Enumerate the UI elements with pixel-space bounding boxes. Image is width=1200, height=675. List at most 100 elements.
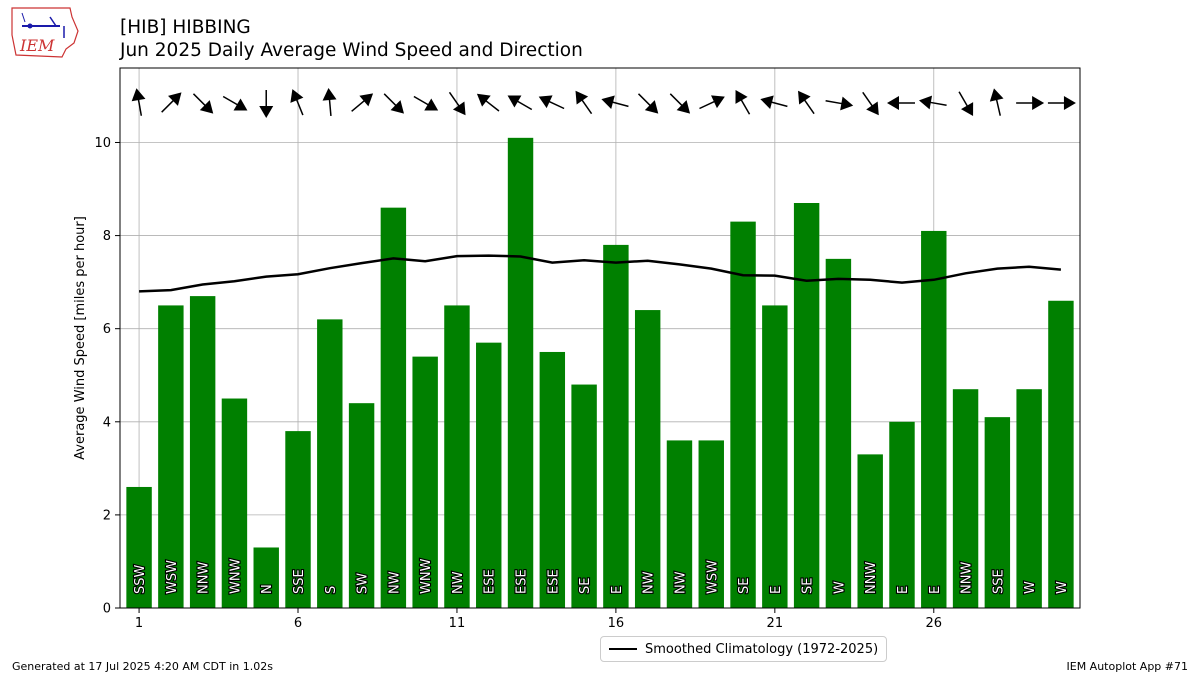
x-tick-label: 1 [135,616,143,631]
wind-arrow-day-21 [760,95,788,109]
wind-arrow-shaft [328,98,332,117]
direction-label-day-20: SE [737,578,752,594]
bar-day-20 [730,221,756,608]
wind-arrow-shaft [929,101,947,106]
bar-day-4 [221,398,248,608]
direction-label-day-9: NW [387,571,402,594]
direction-label-day-15: SE [578,578,593,594]
wind-arrow-day-4 [222,95,248,111]
bars [126,137,1074,609]
wind-arrow-shaft [740,99,751,115]
direction-label-day-17: NW [642,571,657,594]
direction-label-day-3: NNW [197,562,212,594]
legend-label: Smoothed Climatology (1972-2025) [645,641,879,657]
direction-label-day-14: ESE [546,569,561,594]
wind-arrow-head [290,89,304,103]
bar-day-6 [285,431,311,608]
wind-arrow-head [476,93,491,107]
direction-label-day-26: E [928,586,943,594]
wind-arrow-head [961,102,974,116]
direction-label-day-27: NNW [960,562,975,594]
wind-arrow-head [131,88,146,102]
y-tick-label: 2 [103,508,111,523]
bar-day-19 [698,440,724,608]
direction-labels: SSW WSW NNW WNW N SSE S SW NW WNW NW ESE ESE ESE SE E NW… [132,557,1071,595]
wind-arrow-head [538,95,553,109]
wind-arrow-head [1063,96,1076,110]
wind-arrow-day-9 [383,93,404,114]
direction-label-day-10: WNW [419,558,434,594]
climatology-line [139,254,1062,293]
wind-arrow-day-10 [413,95,439,111]
wind-arrow-day-11 [448,91,466,116]
bar-day-17 [634,310,661,608]
wind-arrow-day-6 [290,89,304,116]
direction-label-day-29: W [1023,581,1038,594]
wind-arrow-day-24 [862,91,879,116]
wind-arrow-head [322,88,337,101]
wind-arrow-shaft [825,100,843,105]
direction-label-day-24: NNW [864,562,879,594]
direction-label-day-8: SW [356,573,371,594]
wind-arrow-head [575,90,589,105]
x-tick-label: 16 [608,616,625,631]
bar-day-22 [793,203,820,608]
bar-day-12 [476,342,502,608]
bar-day-28 [984,417,1011,608]
wind-arrow-head [199,100,214,114]
wind-arrow-shaft [351,99,366,112]
wind-arrow-day-15 [575,90,593,115]
wind-arrow-head [735,90,748,104]
bar-day-23 [825,258,852,608]
x-tick-label: 11 [449,616,466,631]
wind-arrow-shaft [295,99,304,116]
bar-day-16 [603,244,629,608]
x-tick-label: 21 [767,616,784,631]
wind-arrow-shaft [448,91,460,107]
y-tick-label: 8 [103,229,111,244]
wind-arrow-head [390,100,404,114]
wind-arrow-day-26 [919,95,947,110]
wind-arrow-day-7 [322,88,337,117]
wind-arrow-day-1 [131,88,146,116]
bar-day-3 [189,296,216,608]
wind-arrow-head [359,93,374,107]
wind-arrow-head [644,100,659,114]
direction-label-day-16: E [610,586,625,594]
wind-arrow-day-5 [259,90,274,118]
wind-arrow-shaft [995,98,1002,116]
wind-arrow-head [1032,96,1045,110]
wind-arrow-shaft [161,99,175,113]
x-tick-label: 26 [926,616,943,631]
chart-title-description: Jun 2025 Daily Average Wind Speed and Di… [120,40,583,61]
direction-label-day-4: WNW [228,558,243,594]
bar-day-1 [126,486,152,608]
wind-arrow-day-20 [735,90,751,115]
bar-day-11 [444,305,470,608]
y-tick-label: 0 [103,602,111,617]
wind-arrow-shaft [862,91,874,107]
wind-arrow-head [760,95,774,109]
wind-arrow-shaft [770,101,788,108]
direction-label-day-6: SSE [292,569,307,594]
legend-line-swatch [609,647,637,651]
bar-day-21 [762,305,788,608]
wind-arrow-shaft [222,95,239,106]
wind-arrow-day-17 [637,93,659,114]
direction-label-day-5: N [260,584,275,594]
bar-day-10 [412,356,438,608]
y-tick-label: 4 [103,415,111,430]
wind-arrow-head [259,106,274,118]
wind-arrow-head [168,92,182,106]
wind-arrow-day-29 [1016,96,1045,110]
wind-arrow-head [676,100,691,114]
wind-arrow-day-13 [507,95,533,111]
wind-arrow-shaft [699,100,716,110]
logo-text: IEM [19,36,55,55]
bar-day-30 [1048,300,1074,608]
bar-day-24 [857,454,883,608]
wind-arrow-day-25 [886,96,915,110]
direction-label-day-25: E [896,586,911,594]
wind-arrows [131,88,1076,118]
